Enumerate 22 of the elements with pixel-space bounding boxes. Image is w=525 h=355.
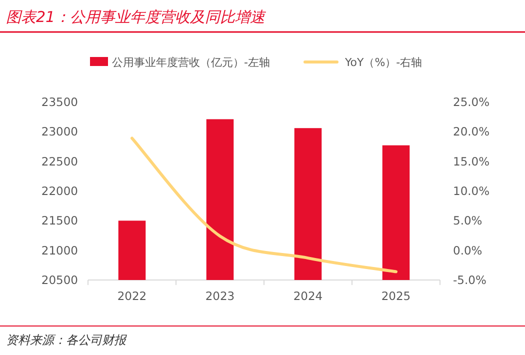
y2-tick-label: 20.0%: [453, 124, 490, 139]
x-tick-label: 2025: [381, 289, 411, 303]
y-tick-label: 21000: [41, 243, 78, 258]
text: 资料来源：各公司财报: [6, 333, 127, 347]
y2-tick-label: 10.0%: [453, 184, 490, 198]
y-tick-label: 23500: [41, 95, 78, 109]
x-tick-label: 2024: [293, 289, 323, 303]
x-tick-label: 2023: [205, 289, 235, 303]
y2-tick-label: 25.0%: [453, 95, 490, 109]
y2-tick-label: 5.0%: [453, 214, 482, 228]
legend-label: YoY（%）-右轴: [344, 56, 422, 69]
legend-label: 公用事业年度营收（亿元）-左轴: [112, 56, 270, 69]
x-tick-label: 2022: [117, 289, 147, 303]
y2-tick-label: 15.0%: [453, 154, 490, 168]
y2-tick-label: -5.0%: [453, 273, 486, 287]
y-tick-label: 23000: [41, 124, 78, 139]
y2-tick-label: 0.0%: [453, 243, 482, 258]
y-tick-label: 21500: [41, 214, 78, 228]
y-tick-label: 20500: [41, 273, 78, 287]
y-tick-label: 22500: [41, 154, 78, 168]
y-tick-label: 22000: [41, 184, 78, 198]
chart-title: 图表21：公用事业年度营收及同比增速: [6, 8, 268, 26]
